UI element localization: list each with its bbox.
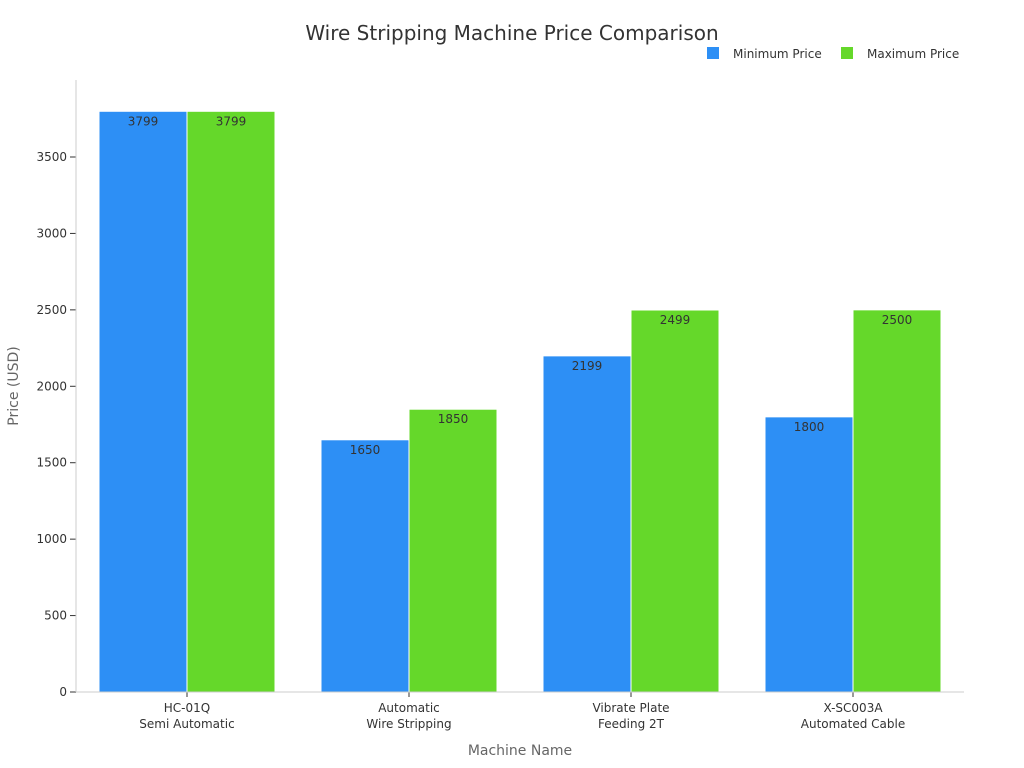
y-axis-title: Price (USD) xyxy=(6,346,22,425)
x-tick-label-line: HC-01Q xyxy=(164,701,210,715)
x-tick-label-line: Vibrate Plate xyxy=(592,701,669,715)
x-tick-label-line: Wire Stripping xyxy=(366,717,451,731)
bar-value-label: 2199 xyxy=(572,359,603,373)
bar-value-label: 2499 xyxy=(660,313,691,327)
bar-maximum-price xyxy=(186,110,276,693)
x-axis-title: Machine Name xyxy=(468,743,572,759)
legend-label: Maximum Price xyxy=(867,47,959,61)
x-tick-label: Vibrate Plate Feeding 2T xyxy=(592,701,669,731)
bar-value-label: 2500 xyxy=(882,313,913,327)
y-tick-label: 500 xyxy=(44,609,67,623)
x-tick-label-line: X-SC003A xyxy=(823,701,883,715)
y-tick-label: 1000 xyxy=(36,532,67,546)
bar-maximum-price xyxy=(630,309,720,693)
bar-value-label: 3799 xyxy=(216,114,247,128)
bar-value-label: 3799 xyxy=(128,114,159,128)
bar-value-label: 1850 xyxy=(438,412,469,426)
bar-value-label: 1800 xyxy=(794,420,825,434)
data-labels: 3799 3799 1650 1850 2199 2499 1800 2500 xyxy=(128,114,913,456)
y-tick-label: 2000 xyxy=(36,379,67,393)
bar-value-label: 1650 xyxy=(350,443,381,457)
legend-swatch xyxy=(841,47,853,59)
bar-minimum-price xyxy=(764,416,854,693)
y-axis-ticks: 0 500 1000 1500 2000 2500 3000 3500 xyxy=(36,150,76,699)
chart-title: Wire Stripping Machine Price Comparison xyxy=(305,21,718,45)
y-tick-label: 2500 xyxy=(36,303,67,317)
bar-minimum-price xyxy=(542,355,632,693)
y-tick-label: 0 xyxy=(59,685,67,699)
x-tick-label-line: Feeding 2T xyxy=(598,717,665,731)
x-tick-label-line: Semi Automatic xyxy=(139,717,234,731)
bars xyxy=(98,110,942,693)
bar-maximum-price xyxy=(852,309,942,693)
x-tick-label-line: Automatic xyxy=(378,701,440,715)
y-tick-label: 3500 xyxy=(36,150,67,164)
legend-label: Minimum Price xyxy=(733,47,822,61)
x-tick-label: HC-01Q Semi Automatic xyxy=(139,701,234,731)
x-tick-label-line: Automated Cable xyxy=(801,717,906,731)
y-tick-label: 1500 xyxy=(36,456,67,470)
y-tick-label: 3000 xyxy=(36,226,67,240)
legend: Minimum Price Maximum Price xyxy=(707,47,959,61)
bar-minimum-price xyxy=(98,110,188,693)
legend-swatch xyxy=(707,47,719,59)
x-tick-label: Automatic Wire Stripping xyxy=(366,701,451,731)
x-tick-label: X-SC003A Automated Cable xyxy=(801,701,906,731)
bar-minimum-price xyxy=(320,439,410,693)
bar-maximum-price xyxy=(408,408,498,693)
x-axis-ticks: HC-01Q Semi Automatic Automatic Wire Stripp… xyxy=(139,692,905,731)
